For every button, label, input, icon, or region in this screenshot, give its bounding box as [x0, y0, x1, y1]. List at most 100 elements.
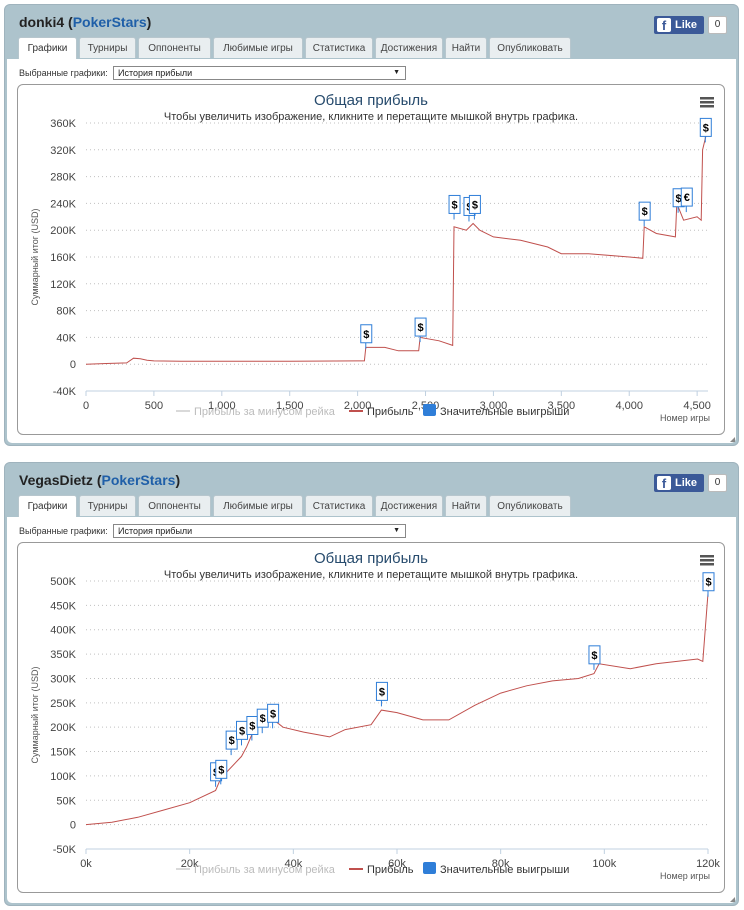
- big-win-label: $: [270, 708, 276, 720]
- tab-search[interactable]: Найти: [445, 495, 487, 516]
- facebook-like-button[interactable]: f Like: [654, 474, 704, 492]
- menu-icon: [700, 101, 714, 104]
- player-title: VegasDietz (PokerStars): [19, 472, 181, 488]
- big-win-marker: [360, 324, 373, 344]
- like-count: 0: [708, 474, 727, 492]
- legend-bigwins-symbol: [423, 404, 436, 416]
- legend-profit-label: Прибыль: [367, 864, 414, 876]
- big-win-marker: [215, 759, 228, 779]
- facebook-icon: f: [657, 476, 671, 491]
- player-name: donki4: [19, 14, 65, 30]
- x-tick-label: 20k: [181, 858, 199, 870]
- y-tick-label: 80K: [56, 306, 76, 318]
- big-win-marker: [468, 194, 481, 214]
- y-tick-label: 280K: [50, 172, 76, 184]
- menu-icon: [700, 563, 714, 566]
- y-tick-label: 450K: [50, 600, 76, 612]
- tab-favorite-games[interactable]: Любимые игры: [213, 495, 303, 516]
- y-tick-label: 500K: [50, 576, 76, 588]
- menu-icon: [700, 559, 714, 562]
- y-tick-label: 100K: [50, 771, 76, 783]
- chart-select[interactable]: История прибыли ▼: [113, 66, 406, 80]
- y-tick-label: 360K: [50, 118, 76, 130]
- big-win-label: $: [249, 720, 255, 732]
- y-tick-label: 150K: [50, 747, 76, 759]
- tab-opponents[interactable]: Оппоненты: [138, 495, 211, 516]
- y-tick-label: 0: [70, 820, 76, 832]
- y-axis-label: Суммарный итог (USD): [30, 666, 40, 763]
- profit-series-line: [85, 593, 709, 826]
- facebook-icon: f: [657, 18, 671, 33]
- y-tick-label: 240K: [50, 198, 76, 210]
- chart-select-label: Выбранные графики:: [19, 526, 108, 536]
- chart-select-label: Выбранные графики:: [19, 68, 108, 78]
- big-win-label: $: [676, 193, 682, 205]
- x-tick-label: 4,500: [683, 400, 711, 412]
- profit-chart[interactable]: Общая прибыль Чтобы увеличить изображение…: [18, 85, 724, 434]
- x-axis-label: Номер игры: [660, 413, 710, 423]
- x-tick-label: 0: [83, 400, 89, 412]
- tab-publish[interactable]: Опубликовать: [489, 495, 571, 516]
- x-tick-label: 500: [145, 400, 163, 412]
- tab-publish[interactable]: Опубликовать: [489, 37, 571, 58]
- player-panel: donki4 (PokerStars) f Like 0 Графики Тур…: [4, 4, 739, 446]
- big-win-label: $: [642, 206, 648, 218]
- like-label: Like: [675, 477, 698, 489]
- resize-handle-icon[interactable]: [730, 897, 735, 902]
- like-count: 0: [708, 16, 727, 34]
- tab-charts[interactable]: Графики: [18, 495, 77, 518]
- x-tick-label: 3,500: [548, 400, 576, 412]
- big-win-marker: [702, 572, 715, 592]
- site-link[interactable]: PokerStars: [72, 14, 147, 30]
- chart-subtitle: Чтобы увеличить изображение, кликните и …: [164, 569, 578, 581]
- y-tick-label: 400K: [50, 625, 76, 637]
- chart-select[interactable]: История прибыли ▼: [113, 524, 406, 538]
- profit-chart[interactable]: Общая прибыль Чтобы увеличить изображение…: [18, 543, 724, 892]
- tab-search[interactable]: Найти: [445, 37, 487, 58]
- big-win-label: $: [705, 577, 711, 589]
- tab-tournaments[interactable]: Турниры: [79, 495, 136, 516]
- x-tick-label: 1,500: [276, 400, 304, 412]
- site-link[interactable]: PokerStars: [101, 472, 176, 488]
- y-tick-label: 300K: [50, 673, 76, 685]
- player-title: donki4 (PokerStars): [19, 14, 152, 30]
- menu-icon: [700, 105, 714, 108]
- chart-subtitle: Чтобы увеличить изображение, кликните и …: [164, 111, 578, 123]
- tab-favorite-games[interactable]: Любимые игры: [213, 37, 303, 58]
- big-win-marker: [680, 187, 693, 207]
- big-win-label: $: [379, 686, 385, 698]
- big-win-label: $: [472, 199, 478, 211]
- dropdown-arrow-icon: ▼: [393, 527, 400, 534]
- big-win-marker: [448, 194, 461, 214]
- chart-container[interactable]: Общая прибыль Чтобы увеличить изображение…: [17, 84, 725, 435]
- chart-title: Общая прибыль: [314, 550, 428, 567]
- tab-achievements[interactable]: Достижения: [375, 495, 443, 516]
- y-tick-label: 0: [70, 359, 76, 371]
- big-win-label: $: [218, 764, 224, 776]
- big-win-label: $: [451, 199, 457, 211]
- legend-bigwins-label: Значительные выигрыши: [440, 406, 569, 418]
- x-tick-label: 40k: [284, 858, 302, 870]
- player-name: VegasDietz: [19, 472, 93, 488]
- tab-statistics[interactable]: Статистика: [305, 37, 373, 58]
- y-tick-label: 250K: [50, 698, 76, 710]
- facebook-like-button[interactable]: f Like: [654, 16, 704, 34]
- chart-title: Общая прибыль: [314, 92, 428, 109]
- y-tick-label: 350K: [50, 649, 76, 661]
- tab-opponents[interactable]: Оппоненты: [138, 37, 211, 58]
- x-tick-label: 120k: [696, 858, 720, 870]
- y-tick-label: 160K: [50, 252, 76, 264]
- y-tick-label: 40K: [56, 332, 76, 344]
- tab-achievements[interactable]: Достижения: [375, 37, 443, 58]
- big-win-label: $: [703, 122, 709, 134]
- like-label: Like: [675, 19, 698, 31]
- tab-tournaments[interactable]: Турниры: [79, 37, 136, 58]
- big-win-label: $: [239, 725, 245, 737]
- chart-container[interactable]: Общая прибыль Чтобы увеличить изображение…: [17, 542, 725, 893]
- tab-charts[interactable]: Графики: [18, 37, 77, 60]
- tab-statistics[interactable]: Статистика: [305, 495, 373, 516]
- resize-handle-icon[interactable]: [730, 437, 735, 442]
- y-tick-label: -40K: [53, 386, 77, 398]
- big-win-marker: [375, 681, 388, 701]
- legend-rake-label: Прибыль за минусом рейка: [194, 406, 336, 418]
